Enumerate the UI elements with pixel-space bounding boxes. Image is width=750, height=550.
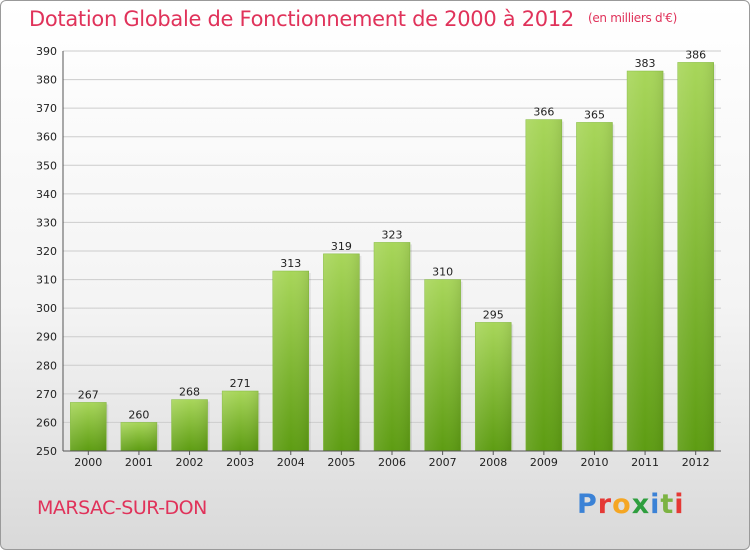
y-tick-label: 340 (36, 188, 57, 201)
y-tick-label: 320 (36, 245, 57, 258)
data-label-2010: 365 (584, 108, 605, 121)
y-tick-label: 270 (36, 388, 57, 401)
x-tick-label-2000: 2000 (74, 456, 102, 469)
x-tick-label-2010: 2010 (580, 456, 608, 469)
x-tick-label-2001: 2001 (125, 456, 153, 469)
y-tick-label: 260 (36, 416, 57, 429)
x-tick-label-2005: 2005 (327, 456, 355, 469)
x-tick-label-2011: 2011 (631, 456, 659, 469)
logo-letter: i (674, 489, 685, 520)
data-label-2002: 268 (179, 386, 200, 399)
x-tick-label-2009: 2009 (530, 456, 558, 469)
bar-highlight (677, 62, 714, 452)
bar-highlight (222, 391, 259, 451)
y-tick-label: 290 (36, 331, 57, 344)
y-tick-label: 330 (36, 216, 57, 229)
data-labels: 267 260 268 271 313 319 323 310 295 366 365 383 386 (78, 48, 706, 421)
bar-highlight (576, 122, 613, 451)
bar-highlight (525, 119, 562, 452)
logo-letter: t (660, 489, 675, 520)
x-tick-label-2007: 2007 (429, 456, 457, 469)
bar-highlight (424, 279, 461, 451)
x-tick-label-2003: 2003 (226, 456, 254, 469)
y-tick-label: 370 (36, 102, 57, 115)
x-tick-label-2012: 2012 (682, 456, 710, 469)
bars (70, 62, 716, 452)
data-label-2008: 295 (483, 308, 504, 321)
bar-highlight (120, 422, 157, 451)
x-tick-label-2008: 2008 (479, 456, 507, 469)
x-tick-label-2006: 2006 (378, 456, 406, 469)
commune-name: MARSAC-SUR-DON (37, 497, 207, 519)
logo-letter: x (631, 489, 651, 520)
x-tick-label-2004: 2004 (277, 456, 305, 469)
logo-letter: P (577, 489, 598, 520)
data-label-2009: 366 (533, 106, 554, 119)
bar-highlight (374, 242, 410, 451)
data-label-2004: 313 (280, 257, 301, 270)
data-label-2005: 319 (331, 240, 352, 253)
y-tick-label: 390 (36, 45, 57, 58)
y-tick-label: 380 (36, 74, 57, 87)
logo-letter: r (597, 489, 613, 520)
data-label-2001: 260 (128, 408, 149, 421)
data-label-2012: 386 (685, 48, 706, 61)
bar-highlight (272, 271, 309, 451)
axes: 250 260 270 280 290 300 310 320 330 340 350 360 370 3… (36, 45, 721, 469)
bar-highlight (323, 253, 360, 451)
y-tick-label: 280 (36, 359, 57, 372)
y-tick-label: 350 (36, 159, 57, 172)
logo-letter: i (650, 489, 661, 520)
logo-letter: o (612, 489, 632, 520)
bar-highlight (70, 402, 107, 451)
data-label-2003: 271 (230, 377, 251, 390)
bar-highlight (171, 399, 208, 451)
chart-title-text: Dotation Globale de Fonctionnement de 20… (29, 7, 574, 31)
chart-unit: (en milliers d'€) (587, 11, 677, 25)
data-label-2007: 310 (432, 266, 453, 279)
y-tick-label: 250 (36, 445, 57, 458)
y-tick-label: 300 (36, 302, 57, 315)
bar-highlight (627, 71, 664, 451)
y-tick-label: 360 (36, 131, 57, 144)
data-label-2011: 383 (635, 57, 656, 70)
proxiti-logo: Proxiti (577, 489, 685, 520)
bar-highlight (475, 322, 512, 451)
data-label-2006: 323 (382, 228, 403, 241)
y-tick-label: 310 (36, 274, 57, 287)
data-label-2000: 267 (78, 388, 99, 401)
x-tick-label-2002: 2002 (176, 456, 204, 469)
chart-title: Dotation Globale de Fonctionnement de 20… (29, 7, 677, 31)
